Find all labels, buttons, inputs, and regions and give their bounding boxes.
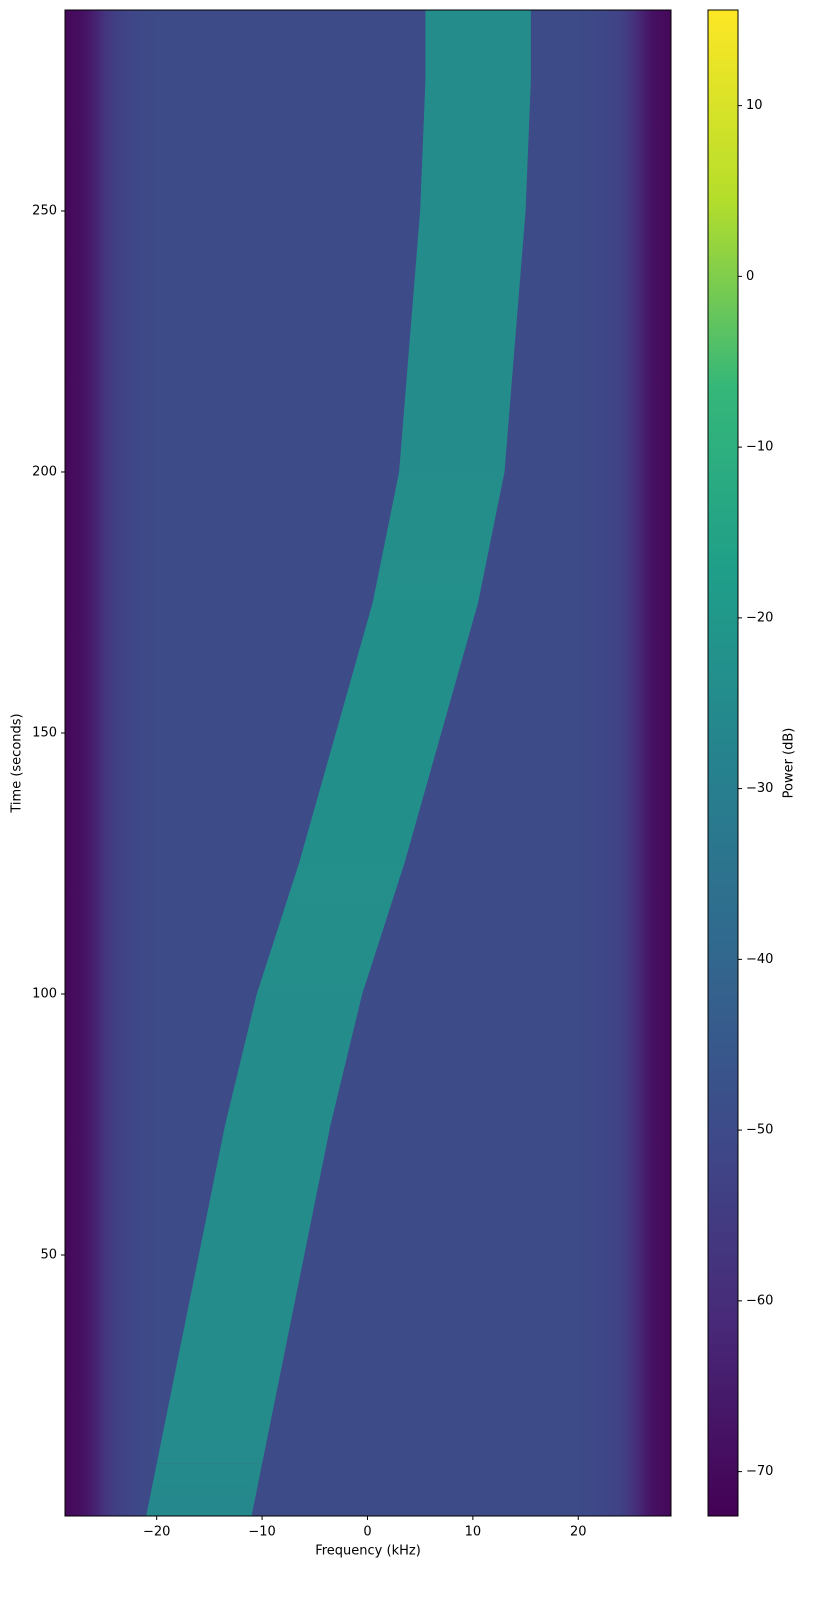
signal-trace (256, 863, 405, 994)
noise-floor-cell (65, 10, 84, 1516)
noise-floor-cell (630, 10, 642, 1516)
signal-trace (335, 602, 479, 733)
signal-trace (372, 471, 505, 603)
signal-trace (420, 80, 531, 211)
noise-floor-cell (93, 10, 105, 1516)
signal-trace (172, 1254, 305, 1386)
plot-frame (64, 9, 672, 1517)
signal-trace (156, 1385, 278, 1464)
signal-trace (399, 341, 516, 472)
colorbar-tick-label: −50 (746, 1123, 773, 1138)
colorbar-tick-label: −60 (746, 1293, 773, 1308)
x-tick-label: −10 (248, 1525, 275, 1540)
y-tick-label: 250 (32, 203, 57, 218)
colorbar-tick-label: 10 (746, 98, 763, 113)
noise-floor-cell (135, 10, 158, 1516)
noise-floor-cell (82, 10, 94, 1516)
y-tick-label: 50 (40, 1247, 57, 1262)
colorbar-tick-label: 0 (746, 269, 754, 284)
noise-floor-cell (641, 10, 653, 1516)
signal-trace (409, 210, 526, 342)
y-tick-label: 100 (32, 986, 57, 1001)
signal-trace (198, 1124, 331, 1255)
noise-floor-cell (620, 10, 632, 1516)
noise-floor-cell (103, 10, 116, 1516)
colorbar-tick-label: −10 (746, 440, 773, 455)
noise-floor-cell (652, 10, 671, 1516)
noise-floor-cell (114, 10, 137, 1516)
x-tick-label: −20 (143, 1525, 170, 1540)
signal-trace (298, 732, 442, 864)
colorbar-tick-label: −40 (746, 952, 773, 967)
colorbar-tick-label: −30 (746, 781, 773, 796)
noise-floor-cell (599, 10, 621, 1516)
y-tick-label: 200 (32, 464, 57, 479)
signal-trace (225, 993, 363, 1125)
y-tick-label: 150 (32, 725, 57, 740)
colorbar-tick-label: −70 (746, 1464, 773, 1479)
x-tick-label: 0 (363, 1525, 371, 1540)
x-tick-label: 10 (465, 1525, 482, 1540)
x-axis-label: Frequency (kHz) (315, 1544, 421, 1559)
noise-floor-cell (578, 10, 600, 1516)
colorbar-tick-label: −20 (746, 610, 773, 625)
colorbar-label: Power (dB) (782, 728, 797, 799)
x-tick-label: 20 (570, 1525, 587, 1540)
signal-trace (425, 10, 531, 81)
y-axis-label: Time (seconds) (10, 713, 25, 813)
colorbar (707, 9, 739, 1517)
plot-area (65, 10, 671, 1516)
signal-trace (146, 1463, 263, 1516)
